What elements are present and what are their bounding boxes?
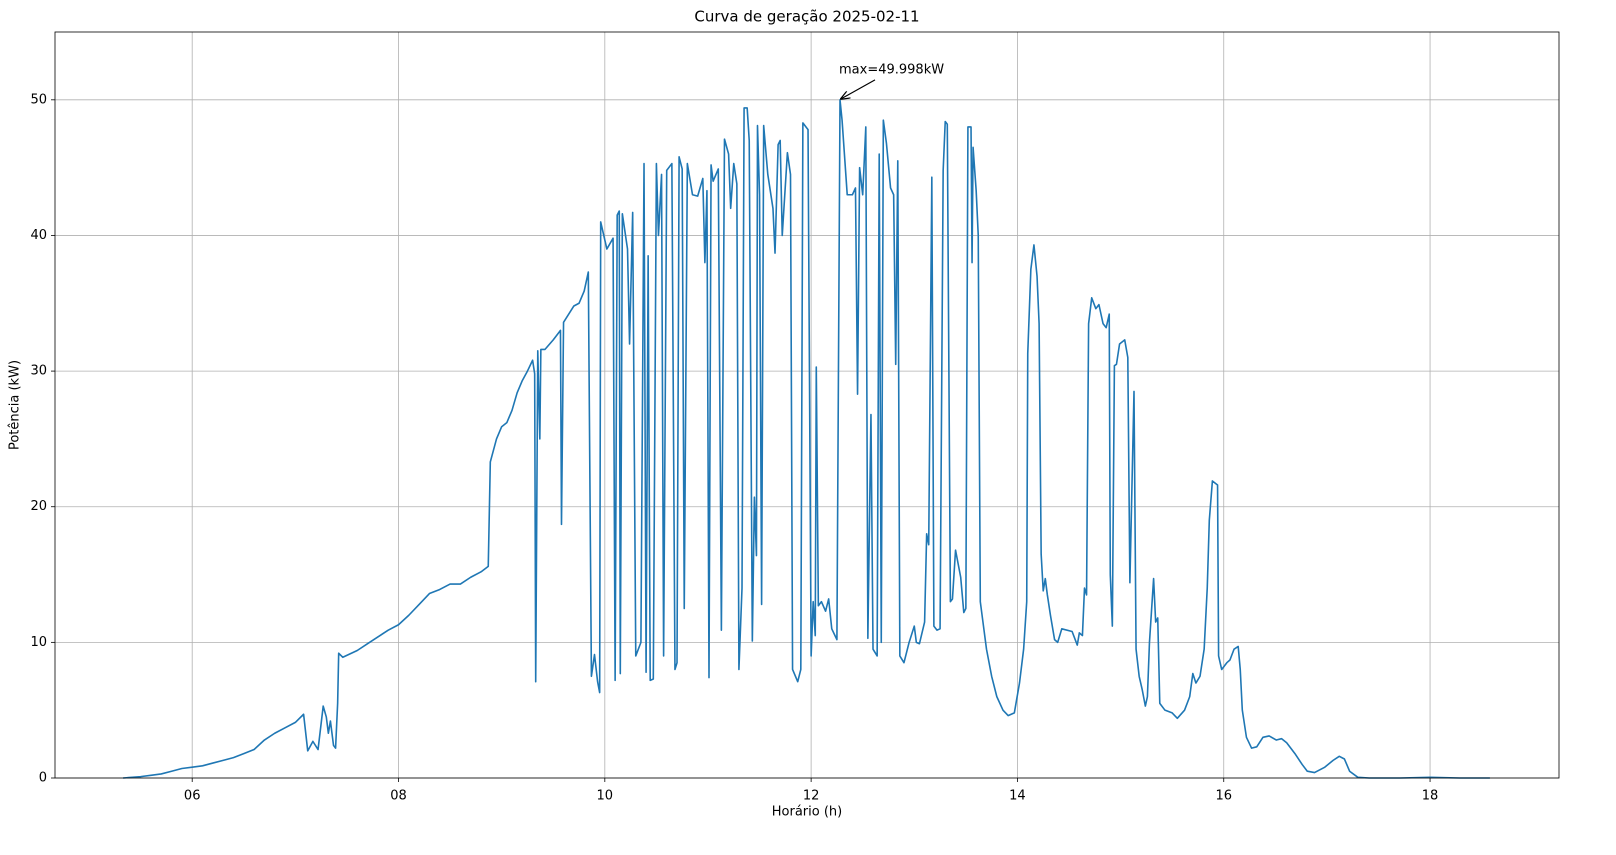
chart-title: Curva de geração 2025-02-11 <box>694 8 919 26</box>
x-tick-label: 06 <box>184 789 201 804</box>
y-tick-label: 40 <box>30 228 47 243</box>
x-tick-label: 14 <box>1009 789 1026 804</box>
y-axis-label: Potência (kW) <box>8 360 23 450</box>
x-tick-label: 10 <box>597 789 614 804</box>
annotation-arrow <box>841 79 876 99</box>
x-tick-label: 16 <box>1215 789 1232 804</box>
plot-frame <box>54 31 1560 779</box>
y-tick-label: 50 <box>30 92 47 107</box>
y-tick-label: 0 <box>39 771 47 786</box>
x-tick-label: 12 <box>803 789 820 804</box>
y-tick-label: 10 <box>30 635 47 650</box>
line-series <box>123 99 1490 779</box>
y-tick-label: 30 <box>30 364 47 379</box>
x-tick-label: 18 <box>1422 789 1439 804</box>
x-axis-label: Horário (h) <box>772 805 842 820</box>
annotation-text: max=49.998kW <box>839 62 944 77</box>
x-tick-label: 08 <box>390 789 407 804</box>
y-tick-label: 20 <box>30 499 47 514</box>
